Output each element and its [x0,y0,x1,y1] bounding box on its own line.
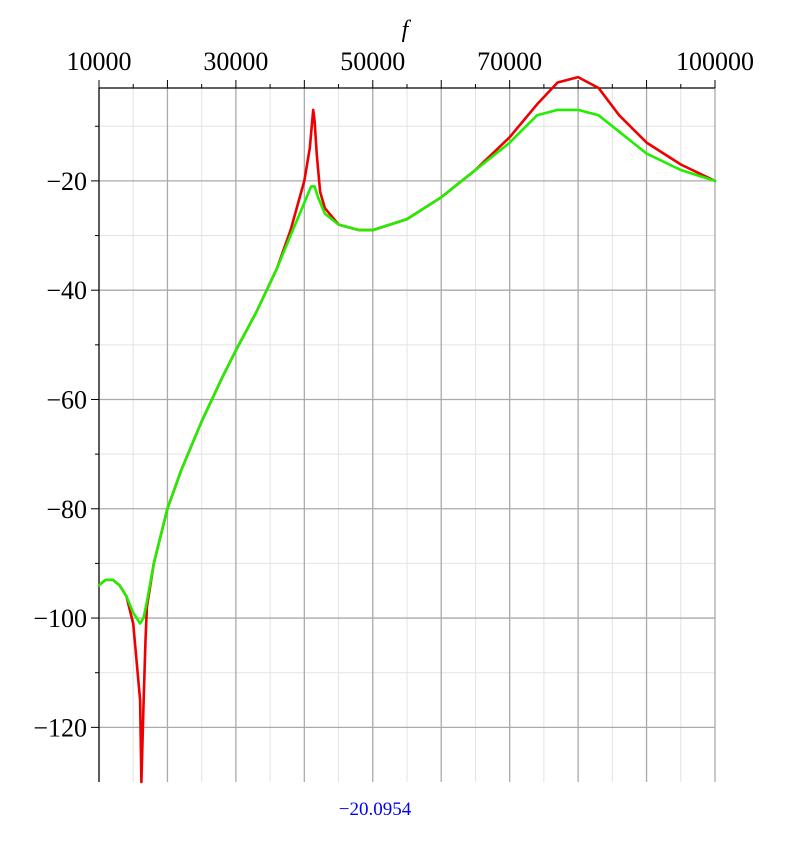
x-tick-label: 70000 [477,47,542,76]
cursor-readout: −20.0954 [339,799,412,820]
series-line-2 [97,108,717,625]
x-tick-label: 100000 [676,47,754,76]
tick-labels: 10000 30000 50000 70000 100000 −20 −40 −60 −80 −1… [33,47,754,742]
x-tick-label: 50000 [340,47,405,76]
x-tick-label: 30000 [203,47,268,76]
x-tick-label: 10000 [67,47,132,76]
y-tick-label: −80 [46,495,87,524]
y-tick-label: −20 [46,167,87,196]
y-tick-label: −120 [33,713,87,742]
x-axis-title: f [402,17,412,43]
y-tick-label: −100 [33,604,87,633]
y-tick-label: −60 [46,385,87,414]
y-tick-label: −40 [46,276,87,305]
series-line-1 [97,75,717,784]
axes [91,80,716,782]
series-layer [97,75,717,784]
